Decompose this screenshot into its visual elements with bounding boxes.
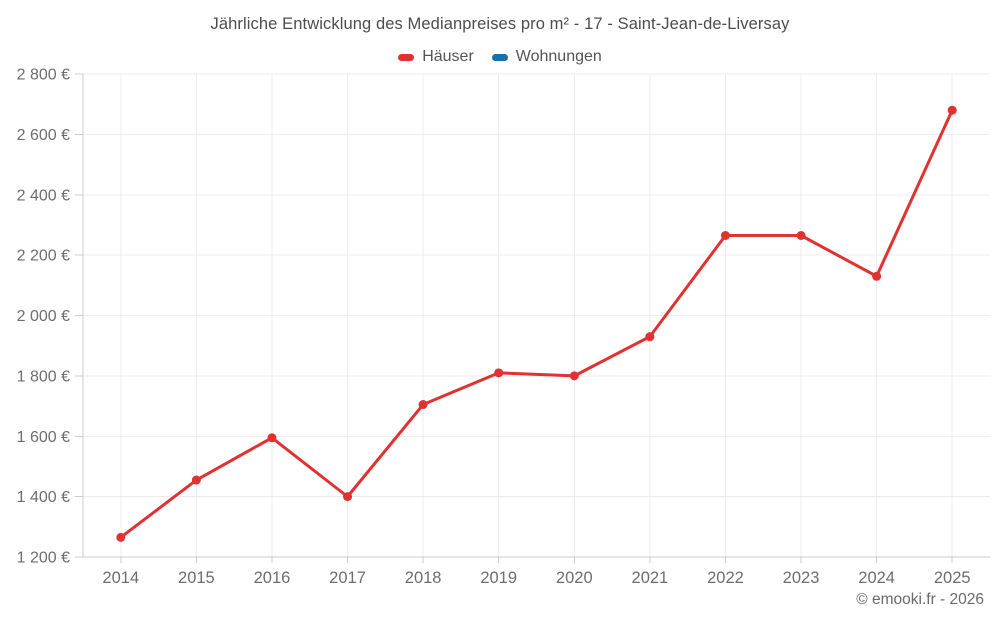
x-tick-label: 2022	[707, 569, 744, 587]
copyright-watermark: © emooki.fr - 2026	[856, 591, 984, 608]
x-tick-label: 2024	[858, 569, 895, 587]
x-tick-label: 2020	[556, 569, 593, 587]
y-tick-label: 1 400 €	[17, 489, 70, 506]
series-line-haeuser	[119, 108, 954, 539]
data-point-haeuser-2017[interactable]	[343, 492, 353, 502]
legend-item-haeuser[interactable]: Häuser	[398, 48, 474, 66]
data-point-haeuser-2019[interactable]	[494, 368, 504, 378]
y-tick-label: 1 600 €	[17, 429, 70, 446]
x-tick-label: 2019	[480, 569, 517, 587]
x-tick-label: 2021	[632, 569, 669, 587]
data-point-haeuser-2023[interactable]	[796, 231, 806, 241]
y-tick-label: 2 800 €	[17, 67, 70, 84]
data-point-haeuser-2018[interactable]	[418, 400, 428, 410]
x-tick-label: 2023	[783, 569, 820, 587]
legend-swatch-haeuser	[398, 53, 415, 61]
y-tick-label: 2 200 €	[17, 248, 70, 265]
data-point-haeuser-2022[interactable]	[720, 231, 730, 241]
y-tick-label: 2 600 €	[17, 127, 70, 144]
x-tick-label: 2025	[934, 569, 971, 587]
data-point-haeuser-2021[interactable]	[645, 332, 655, 342]
legend-swatch-wohnungen	[491, 53, 508, 61]
data-point-haeuser-2016[interactable]	[267, 433, 277, 443]
data-point-haeuser-2015[interactable]	[191, 475, 201, 485]
legend-label-wohnungen: Wohnungen	[515, 48, 602, 65]
chart-title: Jährliche Entwicklung des Medianpreises …	[210, 15, 790, 33]
y-tick-label: 2 400 €	[17, 187, 70, 204]
y-tick-label: 2 000 €	[17, 308, 70, 325]
data-point-haeuser-2024[interactable]	[872, 271, 882, 281]
x-tick-label: 2016	[254, 569, 291, 587]
y-tick-label: 1 800 €	[17, 368, 70, 385]
data-point-haeuser-2014[interactable]	[116, 532, 126, 542]
x-tick-label: 2017	[329, 569, 366, 587]
x-tick-label: 2014	[102, 569, 139, 587]
y-tick-label: 1 200 €	[17, 550, 70, 567]
legend-item-wohnungen[interactable]: Wohnungen	[491, 48, 602, 66]
x-tick-label: 2015	[178, 569, 215, 587]
legend-label-haeuser: Häuser	[422, 48, 474, 65]
chart-legend: Häuser Wohnungen	[0, 46, 1000, 68]
x-tick-label: 2018	[405, 569, 442, 587]
data-point-haeuser-2025[interactable]	[947, 105, 957, 115]
data-point-haeuser-2020[interactable]	[569, 371, 579, 381]
